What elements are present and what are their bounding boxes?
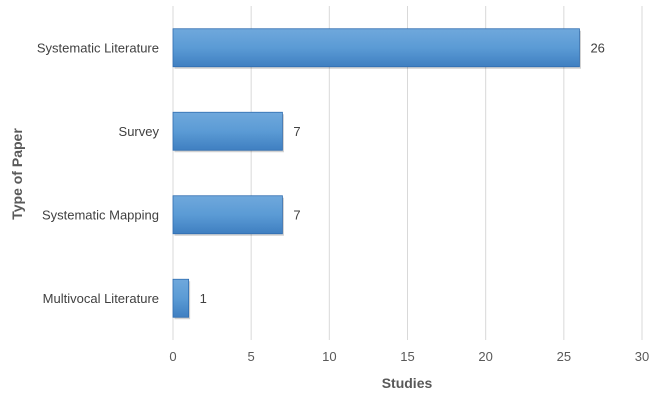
x-tick-label: 30 [635, 349, 649, 364]
bar-systematic-mapping [172, 195, 283, 235]
data-label: 1 [200, 291, 207, 306]
data-label: 7 [293, 207, 300, 222]
bar-systematic-literature [172, 28, 580, 68]
category-label: Systematic Literature [37, 40, 159, 55]
data-label: 7 [293, 124, 300, 139]
x-tick-label: 10 [322, 349, 336, 364]
x-tick-label: 15 [400, 349, 414, 364]
bars [172, 28, 581, 320]
bar-multivocal-literature [172, 278, 190, 318]
x-tick-label: 25 [557, 349, 571, 364]
x-tick-label: 20 [478, 349, 492, 364]
category-label: Systematic Mapping [42, 207, 159, 222]
labels: 0 5 10 15 20 25 30 Systematic Literature 26 Surve… [37, 40, 649, 364]
x-axis-title: Studies [382, 375, 433, 391]
category-label: Survey [119, 124, 160, 139]
bar-survey [172, 111, 283, 151]
x-tick-label: 5 [248, 349, 255, 364]
x-tick-label: 0 [169, 349, 176, 364]
data-label: 26 [590, 40, 604, 55]
category-label: Multivocal Literature [43, 291, 159, 306]
y-axis-title: Type of Paper [9, 128, 25, 220]
